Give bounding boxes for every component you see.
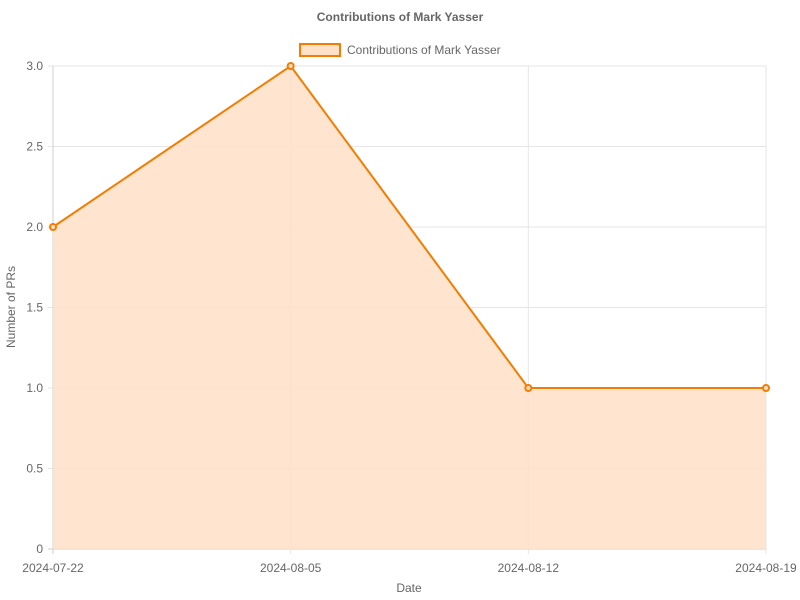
y-tick-label: 1.0: [26, 381, 43, 395]
y-tick-label: 1.5: [26, 301, 43, 315]
data-point: [49, 223, 57, 231]
x-axis-ticks: 2024-07-22 2024-08-05 2024-08-12 2024-08-19: [22, 561, 797, 575]
y-tick-label: 2.5: [26, 140, 43, 154]
x-tick-label: 2024-08-12: [498, 561, 560, 575]
x-axis-title: Date: [396, 581, 422, 595]
y-axis-ticks: 0 0.5 1.0 1.5 2.0 2.5 3.0: [26, 59, 43, 556]
legend-label: Contributions of Mark Yasser: [347, 43, 501, 57]
series-line: [52, 64, 766, 389]
data-point: [762, 384, 770, 392]
legend[interactable]: Contributions of Mark Yasser: [299, 43, 501, 57]
x-tick-label: 2024-08-05: [260, 561, 322, 575]
y-axis-title: Number of PRs: [4, 266, 18, 348]
y-tick-label: 2.0: [26, 220, 43, 234]
x-tick-label: 2024-07-22: [22, 561, 84, 575]
series-area-fill: [53, 66, 766, 549]
y-tick-label: 0: [36, 542, 43, 556]
chart-title: Contributions of Mark Yasser: [317, 10, 484, 24]
data-point: [524, 384, 533, 392]
y-tick-label: 3.0: [26, 59, 43, 73]
x-tick-label: 2024-08-19: [735, 561, 797, 575]
series-layer: [49, 62, 770, 549]
data-point: [286, 62, 295, 70]
legend-swatch: [299, 43, 341, 57]
y-tick-label: 0.5: [26, 462, 43, 476]
